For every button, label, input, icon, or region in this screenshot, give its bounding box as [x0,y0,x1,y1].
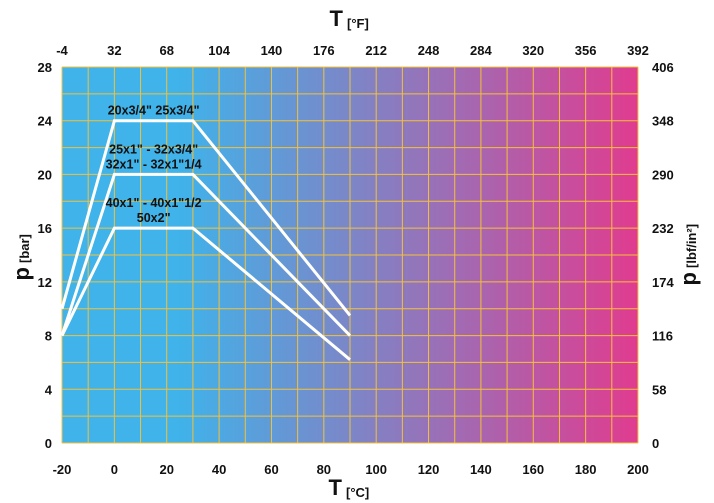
x-tick-label: 180 [575,462,597,477]
y2-tick-label: 0 [652,436,659,451]
series-label-1: 20x3/4" 25x3/4" [108,104,200,118]
x2-tick-label: 248 [418,43,440,58]
y2-axis-unit: [lbf/in²] [684,224,699,268]
x-tick-label: 60 [264,462,278,477]
x2-tick-label: -4 [56,43,68,58]
y-axis-symbol: p [9,267,34,280]
series-line-1 [60,119,352,317]
x-tick-label: 20 [159,462,173,477]
series-lines [60,119,352,361]
y-tick-label: 0 [45,436,52,451]
x2-tick-label: 392 [627,43,649,58]
series-label-2: 25x1" - 32x3/4" [109,142,198,156]
x-tick-label: -20 [53,462,72,477]
y-tick-label: 28 [38,60,52,75]
y2-tick-label: 290 [652,167,674,182]
x2-tick-label: 212 [365,43,387,58]
x2-tick-label: 140 [261,43,283,58]
y2-tick-label: 348 [652,114,674,129]
x-tick-label: 120 [418,462,440,477]
x-tick-label: 160 [522,462,544,477]
grid [61,66,639,444]
x2-axis-ticks: -4 32 68 104 140 176 212 248 284 320 356 392 [56,43,649,58]
x-tick-label: 100 [365,462,387,477]
x-tick-label: 200 [627,462,649,477]
x2-tick-label: 32 [107,43,121,58]
y2-tick-label: 232 [652,221,674,236]
y2-axis-ticks: 0 58 116 174 232 290 348 406 [652,60,674,451]
x-tick-label: 0 [111,462,118,477]
x-tick-label: 140 [470,462,492,477]
series-label-3: 40x1" - 40x1"1/2 [106,196,202,210]
x2-axis-unit: [°F] [347,16,369,31]
x-tick-label: 80 [317,462,331,477]
y2-tick-label: 58 [652,382,666,397]
x2-tick-label: 284 [470,43,492,58]
x-axis-unit: [°C] [346,485,369,500]
series-line-2 [60,172,352,337]
x2-tick-label: 356 [575,43,597,58]
x2-tick-label: 68 [159,43,173,58]
series-label-2: 32x1" - 32x1"1/4 [106,157,202,171]
y-tick-label: 8 [45,329,52,344]
y-tick-label: 12 [38,275,52,290]
y-axis-ticks: 0 4 8 12 16 20 24 28 [38,60,53,451]
x2-tick-label: 320 [522,43,544,58]
x2-tick-label: 104 [208,43,230,58]
x-axis-symbol: T [329,475,343,500]
y-tick-label: 20 [38,167,52,182]
series-labels: 20x3/4" 25x3/4" 25x1" - 32x3/4"32x1" - 32… [106,104,202,225]
y-tick-label: 16 [38,221,52,236]
y2-tick-label: 116 [652,329,673,344]
series-label-3: 50x2" [137,211,171,225]
y-axis-unit: [bar] [17,234,32,263]
y-tick-label: 24 [38,114,53,129]
x2-axis-symbol: T [330,6,344,31]
y-tick-label: 4 [45,382,53,397]
series-line-3 [60,226,351,361]
y2-tick-label: 406 [652,60,674,75]
x-axis-ticks: -20 0 20 40 60 80 100 120 140 160 180 200 [53,462,649,477]
y2-tick-label: 174 [652,275,674,290]
x2-tick-label: 176 [313,43,335,58]
x-tick-label: 40 [212,462,226,477]
y2-axis-symbol: p [676,272,701,285]
